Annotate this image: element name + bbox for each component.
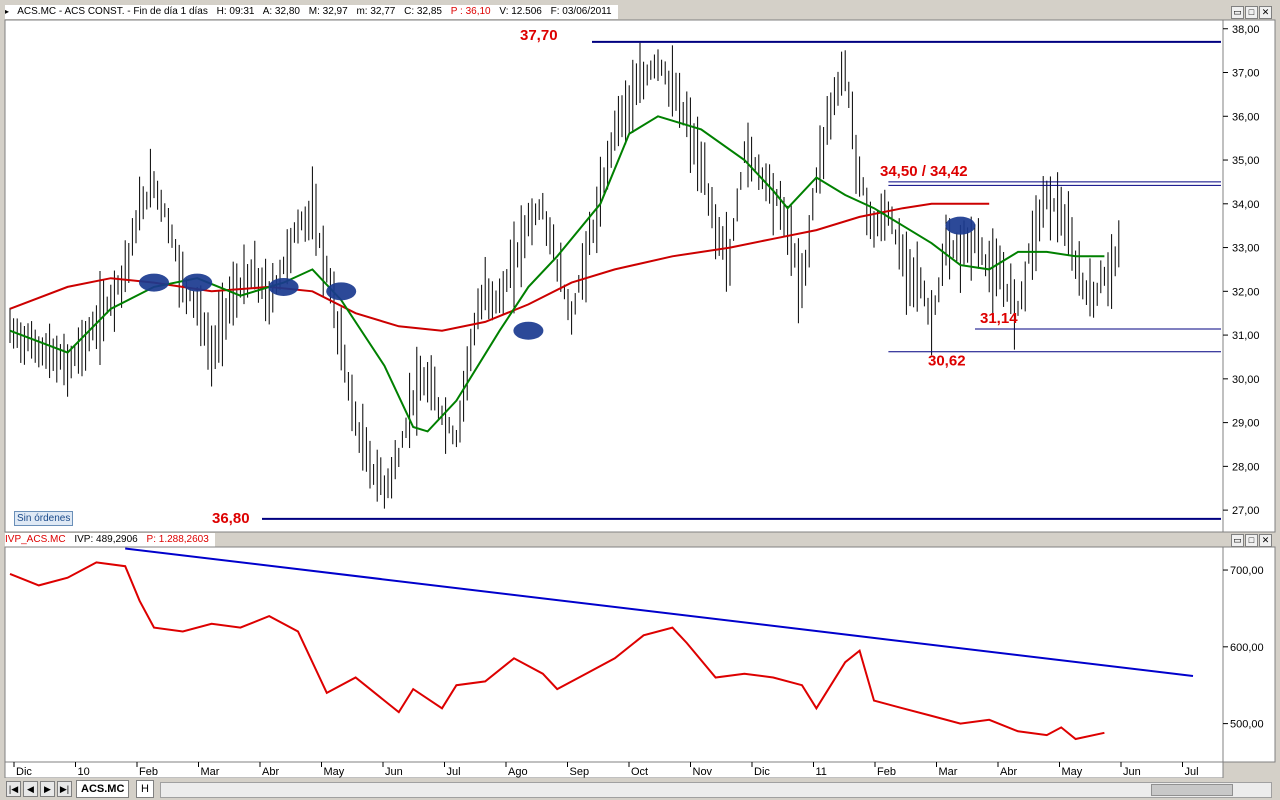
sub-plot-area	[4, 546, 1224, 763]
last-button[interactable]: ▶|	[57, 781, 72, 797]
price-tick-label: 30,00	[1232, 374, 1260, 386]
sub-indicator-ivp: IVP: 489,2906	[74, 534, 138, 545]
chart-svg[interactable]: 38,00 37,00 36,00 35,00 34,00 33,00 32,00 31,00…	[0, 0, 1280, 778]
time-tick-label: 10	[78, 766, 90, 778]
ivp-tick-label: 700,00	[1230, 565, 1264, 577]
ivp-line	[9, 561, 1105, 741]
crossover-marker	[139, 273, 169, 292]
price-tick-label: 31,00	[1232, 330, 1260, 342]
crossover-marker	[268, 277, 299, 296]
tab-h[interactable]: H	[136, 780, 154, 798]
time-tick-label: May	[1062, 766, 1083, 778]
minimize-button[interactable]: ▭	[1231, 6, 1244, 19]
level-label: 31,14	[980, 310, 1018, 327]
level-label: 37,70	[520, 27, 558, 44]
header-field: A: 32,80	[262, 6, 300, 17]
sub-pane-header: IVP_ACS.MC IVP: 489,2906 P: 1.288,2603	[5, 533, 215, 547]
ivp-trend-line	[125, 547, 1194, 677]
header-field: V: 12.506	[499, 6, 542, 17]
price-tick-label: 33,00	[1232, 243, 1260, 255]
horizontal-scrollbar[interactable]	[160, 782, 1272, 798]
header-field: H: 09:31	[216, 6, 255, 17]
header-field: m: 32,77	[356, 6, 396, 17]
time-tick-label: Ago	[508, 766, 528, 778]
time-tick-label: Mar	[939, 766, 958, 778]
close-button[interactable]: ✕	[1259, 6, 1272, 19]
main-price-axis	[1222, 19, 1276, 533]
main-pane-buttons: ▭ □ ✕	[1231, 6, 1272, 19]
time-tick-label: Feb	[139, 766, 158, 778]
first-button[interactable]: |◀	[6, 781, 21, 797]
time-tick-label: May	[324, 766, 345, 778]
time-tick-label: Feb	[877, 766, 896, 778]
ma-short-line	[9, 115, 1105, 433]
time-tick-label: Nov	[693, 766, 713, 778]
price-tick-label: 32,00	[1232, 286, 1260, 298]
sub-value-axis	[1222, 546, 1276, 763]
ivp-tick-label: 600,00	[1230, 642, 1264, 654]
crossover-marker	[326, 282, 357, 301]
level-label: 34,50 / 34,42	[880, 163, 968, 180]
next-button[interactable]: ▶	[40, 781, 55, 797]
collapse-icon[interactable]: ▸	[5, 7, 10, 16]
price-tick-label: 38,00	[1232, 24, 1260, 36]
price-tick-label: 29,00	[1232, 418, 1260, 430]
scrollbar-thumb[interactable]	[1151, 784, 1233, 796]
header-field: ACS.MC - ACS CONST. - Fin de día 1 días	[17, 6, 208, 17]
header-field: F: 03/06/2011	[550, 6, 612, 17]
main-plot-area	[4, 19, 1224, 533]
time-tick-label: Dic	[754, 766, 770, 778]
header-field: C: 32,85	[404, 6, 442, 17]
crossover-marker	[513, 321, 544, 340]
time-tick-label: 11	[816, 766, 827, 778]
time-tick-label: Sep	[570, 766, 590, 778]
tab-symbol[interactable]: ACS.MC	[76, 780, 130, 798]
price-tick-label: 34,00	[1232, 199, 1260, 211]
level-label: 30,62	[928, 353, 966, 370]
orders-badge[interactable]: Sin órdenes	[14, 511, 74, 526]
time-tick-label: Oct	[631, 766, 648, 778]
time-tick-label: Jun	[385, 766, 403, 778]
price-tick-label: 28,00	[1232, 461, 1260, 473]
price-tick-label: 35,00	[1232, 155, 1260, 167]
sub-indicator-p: P: 1.288,2603	[146, 534, 209, 545]
time-tick-label: Abr	[262, 766, 279, 778]
time-tick-label: Jul	[447, 766, 461, 778]
header-field: M: 32,97	[308, 6, 348, 17]
price-tick-label: 27,00	[1232, 505, 1260, 517]
maximize-button[interactable]: □	[1245, 6, 1258, 19]
time-tick-label: Abr	[1000, 766, 1017, 778]
time-tick-label: Jul	[1185, 766, 1199, 778]
crossover-marker	[945, 216, 976, 235]
header-price: P : 36,10	[450, 6, 491, 17]
sub-pane-buttons: ▭ □ ✕	[1231, 534, 1272, 547]
time-axis	[4, 761, 1224, 778]
prev-button[interactable]: ◀	[23, 781, 38, 797]
ivp-tick-label: 500,00	[1230, 719, 1264, 731]
level-label: 36,80	[212, 510, 250, 527]
crossover-marker	[182, 273, 213, 292]
time-tick-label: Mar	[201, 766, 220, 778]
status-bar: |◀ ◀ ▶ ▶| ACS.MC H	[0, 778, 1280, 800]
sub-indicator-name: IVP_ACS.MC	[5, 534, 66, 545]
price-tick-label: 37,00	[1232, 68, 1260, 80]
time-tick-label: Jun	[1123, 766, 1141, 778]
price-tick-label: 36,00	[1232, 111, 1260, 123]
main-pane-header: ▸ ACS.MC - ACS CONST. - Fin de día 1 día…	[5, 5, 618, 19]
time-tick-label: Dic	[16, 766, 32, 778]
